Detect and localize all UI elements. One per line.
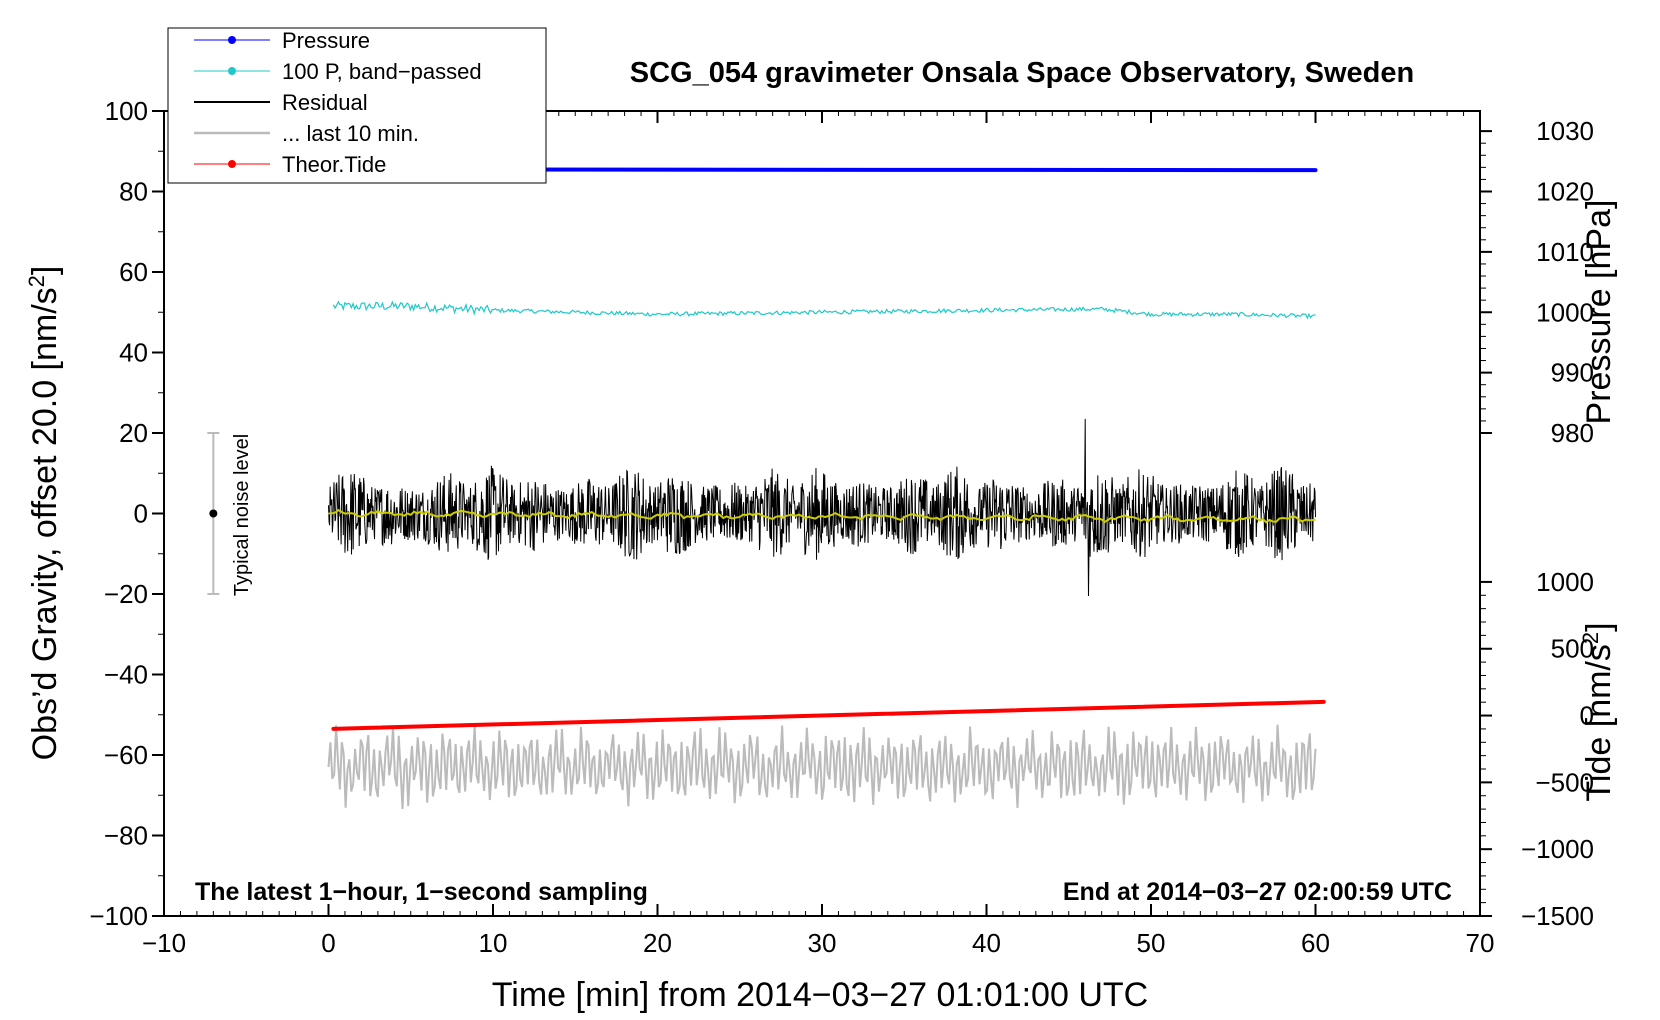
noise-bar-dot	[209, 509, 218, 518]
tide-tick-label: 0	[1580, 701, 1594, 731]
legend-marker	[228, 67, 236, 75]
legend: Pressure 100 P, band−passed Residual ... la…	[167, 27, 547, 184]
legend-label: 100 P, band−passed	[282, 59, 482, 84]
x-tick-label: 50	[1137, 928, 1166, 958]
annotation-end-time: End at 2014−03−27 02:00:59 UTC	[1063, 878, 1452, 906]
y-tick-label: −20	[104, 579, 148, 609]
y-tick-label: −40	[104, 660, 148, 690]
pressure-tick-label: 1010	[1536, 237, 1594, 267]
noise-level-label: Typical noise level	[231, 434, 253, 596]
pressure-axis-title: Pressure [hPa]	[1580, 200, 1618, 425]
x-tick-label: 30	[808, 928, 837, 958]
noise-level-bar	[207, 432, 220, 595]
series-theor-tide	[331, 699, 1326, 731]
y-tick-label: 0	[134, 499, 148, 529]
tide-tick-label: −1000	[1521, 834, 1594, 864]
x-tick-label: 0	[321, 928, 335, 958]
tide-axis-title: Tide [nm/s2]	[1578, 622, 1618, 801]
tide-tick-labels: −1500 −1000 −500 0 500 1000	[1521, 567, 1594, 931]
x-tick-label: 20	[643, 928, 672, 958]
pressure-tick-label: 1000	[1536, 297, 1594, 327]
y-tick-label: 60	[119, 257, 148, 287]
x-tick-label: 70	[1466, 928, 1495, 958]
x-tick-label: −10	[142, 928, 186, 958]
pressure-tick-label: 1030	[1536, 116, 1594, 146]
y-tick-label: 40	[119, 338, 148, 368]
y-tick-label: −100	[89, 901, 148, 931]
y-tick-labels: −100 −80 −60 −40 −20 0 20 40 60 80 100	[89, 96, 148, 931]
series--last-10-min	[327, 724, 1317, 810]
tide-tick-label: −1500	[1521, 901, 1594, 931]
series-residual-smoothed	[328, 508, 1316, 524]
legend-label: Theor.Tide	[282, 152, 386, 177]
x-tick-label: 10	[479, 928, 508, 958]
series-100-p-band-passed	[332, 300, 1316, 320]
tide-tick-label: −500	[1535, 767, 1594, 797]
legend-marker	[228, 36, 236, 44]
y-tick-label: 80	[119, 177, 148, 207]
pressure-tick-label: 980	[1551, 418, 1594, 448]
legend-box	[167, 27, 547, 184]
x-tick-labels: −10 0 10 20 30 40 50 60 70	[142, 928, 1495, 958]
annotation-sampling: The latest 1−hour, 1−second sampling	[195, 878, 648, 906]
series-residual	[328, 418, 1316, 597]
legend-label: Pressure	[282, 28, 370, 53]
legend-marker	[228, 160, 236, 168]
y-axis-title: Obs’d Gravity, offset 20.0 [nm/s2]	[24, 266, 64, 761]
legend-label: Residual	[282, 90, 368, 115]
series-layer	[326, 167, 1326, 810]
y-tick-label: 100	[105, 96, 148, 126]
legend-label: ... last 10 min.	[282, 121, 419, 146]
y-tick-label: 20	[119, 418, 148, 448]
tide-tick-label: 500	[1551, 634, 1594, 664]
y-tick-label: −60	[104, 740, 148, 770]
x-tick-label: 40	[972, 928, 1001, 958]
tide-tick-label: 1000	[1536, 567, 1594, 597]
pressure-tick-label: 1020	[1536, 177, 1594, 207]
pressure-tick-labels: 980 990 1000 1010 1020 1030	[1536, 116, 1594, 448]
pressure-tick-label: 990	[1551, 358, 1594, 388]
chart-title: SCG_054 gravimeter Onsala Space Observat…	[630, 57, 1414, 89]
x-tick-label: 60	[1301, 928, 1330, 958]
x-axis-title: Time [min] from 2014−03−27 01:01:00 UTC	[492, 976, 1148, 1014]
y-tick-label: −80	[104, 821, 148, 851]
